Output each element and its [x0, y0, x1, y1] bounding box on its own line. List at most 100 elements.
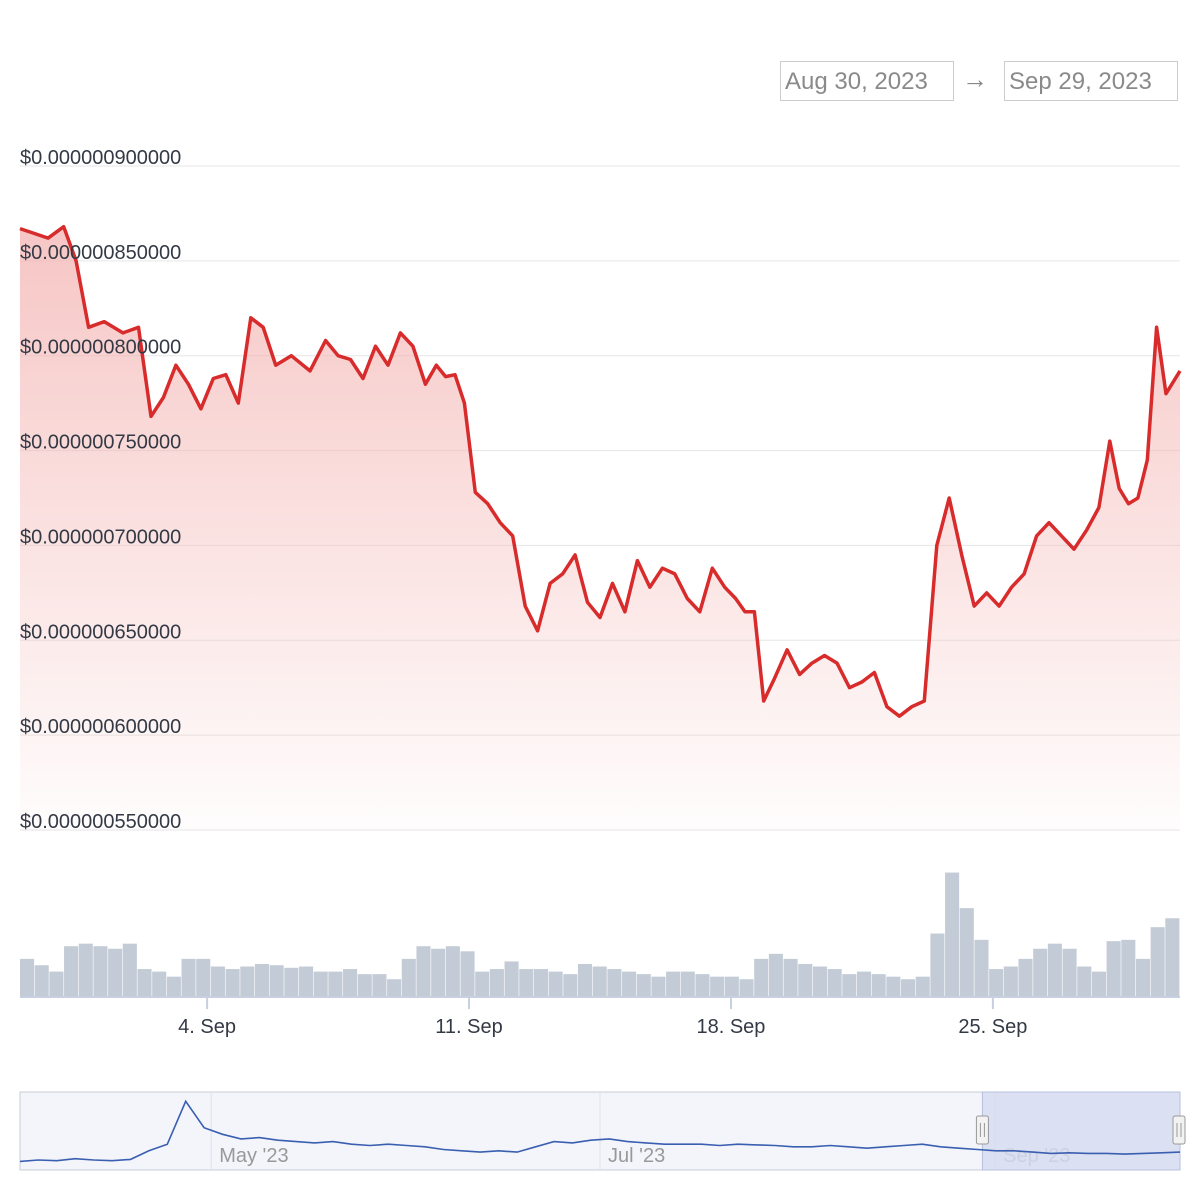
volume-bar [1106, 941, 1121, 997]
volume-bar [666, 971, 681, 997]
volume-bar [49, 971, 64, 997]
volume-bar [225, 969, 240, 997]
volume-bar [812, 966, 827, 997]
volume-bar [842, 974, 857, 997]
volume-bar [901, 979, 916, 997]
volume-bar [504, 961, 519, 997]
volume-bar [64, 946, 79, 997]
x-tick-label: 25. Sep [958, 1016, 1027, 1038]
volume-bar [695, 974, 710, 997]
volume-bar [445, 946, 460, 997]
range-from-input[interactable]: Aug 30, 2023 [780, 61, 954, 101]
volume-bar [416, 946, 431, 997]
y-tick-label: $0.000000650000 [20, 621, 181, 643]
volume-bar [166, 976, 181, 997]
volume-bar [959, 908, 974, 997]
volume-bar [519, 969, 534, 997]
y-tick-label: $0.000000800000 [20, 337, 181, 359]
volume-bar [269, 965, 284, 997]
navigator-handle[interactable] [975, 1115, 989, 1145]
volume-bar [710, 976, 725, 997]
range-to-input[interactable]: Sep 29, 2023 [1004, 61, 1178, 101]
volume-bar [739, 979, 754, 997]
volume-bar [210, 966, 225, 997]
volume-bar [108, 948, 123, 997]
x-tick-label: 11. Sep [435, 1016, 502, 1038]
volume-bar [1003, 966, 1018, 997]
volume-bar [768, 953, 783, 997]
volume-bar [754, 958, 769, 997]
volume-bar [915, 976, 930, 997]
volume-bar [460, 951, 475, 997]
volume-bar [622, 971, 637, 997]
volume-bar [401, 958, 416, 997]
volume-bar [1077, 966, 1092, 997]
volume-bar [34, 965, 49, 997]
y-tick-label: $0.000000900000 [20, 147, 181, 169]
volume-bar [1033, 948, 1048, 997]
volume-bar [196, 958, 211, 997]
volume-bar [607, 969, 622, 997]
x-tick-label: 4. Sep [178, 1016, 236, 1038]
volume-bar [328, 971, 343, 997]
navigator-tick-label: May '23 [219, 1145, 288, 1167]
volume-bar [930, 933, 945, 997]
navigator-line [19, 1099, 1181, 1163]
volume-bar [20, 958, 35, 997]
volume-bar [974, 939, 989, 997]
volume-bar [240, 966, 255, 997]
y-tick-label: $0.000000850000 [20, 242, 181, 264]
volume-bar [181, 958, 196, 997]
volume-bar [254, 963, 270, 997]
volume-bar [1165, 918, 1180, 997]
price-area [20, 226, 1180, 830]
volume-bar [298, 966, 314, 997]
volume-bar [636, 974, 651, 997]
volume-bar [372, 974, 387, 997]
volume-bar [343, 969, 358, 997]
navigator-handle[interactable] [1172, 1115, 1186, 1145]
volume-bar [680, 971, 695, 997]
volume-bar [886, 976, 901, 997]
volume-bar [1150, 927, 1165, 997]
volume-bar [989, 969, 1004, 997]
volume-bar [651, 976, 666, 997]
y-tick-label: $0.000000600000 [20, 716, 181, 738]
volume-bar [533, 969, 549, 997]
y-tick-label: $0.000000550000 [20, 811, 181, 833]
navigator-tick-label: Jul '23 [608, 1145, 665, 1167]
range-arrow-icon: → [962, 64, 988, 94]
y-tick-label: $0.000000750000 [20, 432, 181, 454]
volume-bar [489, 969, 504, 997]
volume-bar [284, 967, 299, 997]
volume-bar [827, 969, 842, 997]
y-tick-label: $0.000000700000 [20, 526, 181, 548]
volume-bar [152, 971, 167, 997]
volume-bar [387, 979, 402, 997]
volume-bar [548, 971, 563, 997]
volume-bar [871, 974, 886, 997]
volume-bar [856, 971, 872, 997]
volume-bar [783, 958, 798, 997]
volume-bar [357, 974, 372, 997]
volume-bar [1091, 971, 1106, 997]
volume-bar [313, 971, 328, 997]
volume-bar [431, 948, 446, 997]
volume-bar [563, 974, 578, 997]
navigator-selection [981, 1091, 1181, 1171]
price-line [19, 224, 1182, 718]
x-axis: 4. Sep 11. Sep 18. Sep 25. Sep [20, 996, 1180, 1038]
volume-bar [577, 963, 593, 997]
volume-bars [20, 872, 1180, 997]
volume-bar [798, 963, 813, 997]
volume-bar [1018, 958, 1033, 997]
volume-bar [1121, 939, 1136, 997]
volume-bar [945, 872, 960, 997]
volume-bar [1047, 943, 1062, 997]
volume-bar [592, 966, 607, 997]
volume-bar [122, 943, 137, 997]
volume-bar [475, 971, 490, 997]
volume-bar [724, 976, 739, 997]
